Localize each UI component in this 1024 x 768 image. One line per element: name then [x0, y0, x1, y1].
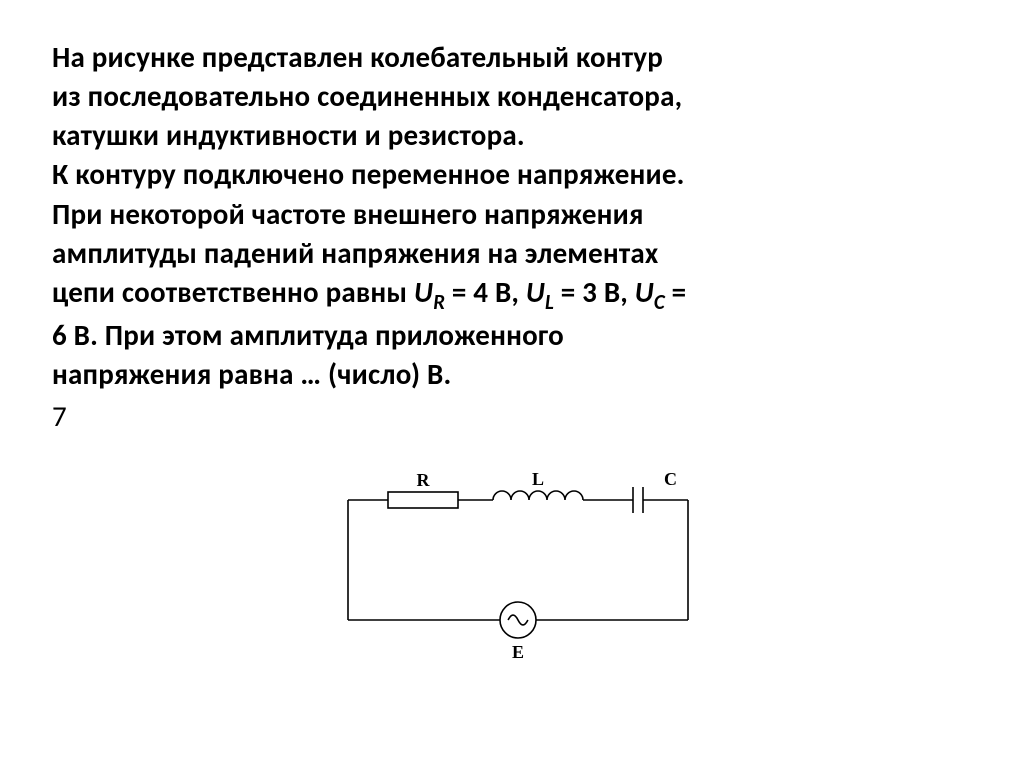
svg-text:R: R — [417, 470, 431, 490]
circuit-diagram: R L C E — [318, 450, 718, 680]
text-line: К контуру подключено переменное напряжен… — [52, 156, 685, 192]
text-line: 6 В. При этом амплитуда приложенного — [52, 317, 564, 353]
slide: На рисунке представлен колебательный кон… — [0, 0, 1024, 768]
text-line: из последовательно соединенных конденсат… — [52, 78, 682, 114]
val-UL: = 3 В, — [554, 274, 635, 310]
sub-L: L — [545, 289, 554, 315]
text-line-part: цепи соответственно равны — [52, 274, 414, 310]
sub-R: R — [433, 289, 445, 315]
svg-text:L: L — [532, 469, 544, 489]
sub-C: C — [654, 289, 665, 315]
var-U: U — [414, 274, 433, 310]
var-U: U — [526, 274, 545, 310]
val-UR: = 4 В, — [445, 274, 526, 310]
svg-text:E: E — [512, 642, 524, 662]
text-line: На рисунке представлен колебательный кон… — [52, 39, 663, 75]
text-line: При некоторой частоте внешнего напряжени… — [52, 196, 644, 232]
svg-text:C: C — [664, 469, 677, 489]
text-line: амплитуды падений напряжения на элемента… — [52, 235, 658, 271]
problem-text: На рисунке представлен колебательный кон… — [52, 38, 972, 394]
answer-value: 7 — [52, 398, 972, 434]
circuit-svg: R L C E — [318, 450, 718, 675]
var-U: U — [635, 274, 654, 310]
text-line: напряжения равна … (число) В. — [52, 356, 451, 392]
val-UC: = — [665, 274, 686, 310]
text-line: катушки индуктивности и резистора. — [52, 117, 525, 153]
